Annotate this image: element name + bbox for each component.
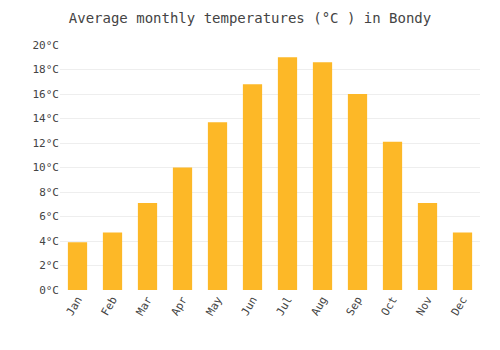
svg-text:6°C: 6°C — [39, 210, 59, 223]
svg-text:16°C: 16°C — [33, 88, 60, 101]
svg-text:Aug: Aug — [309, 294, 330, 318]
svg-text:8°C: 8°C — [39, 186, 59, 199]
svg-text:Average monthly temperatures (: Average monthly temperatures (°C ) in Bo… — [69, 10, 431, 26]
svg-text:12°C: 12°C — [33, 137, 60, 150]
svg-text:18°C: 18°C — [33, 63, 60, 76]
svg-text:Jun: Jun — [239, 294, 260, 318]
svg-text:4°C: 4°C — [39, 235, 59, 248]
svg-text:0°C: 0°C — [39, 284, 59, 297]
svg-text:Dec: Dec — [449, 294, 470, 318]
svg-text:Jan: Jan — [64, 294, 85, 318]
svg-text:Jul: Jul — [274, 294, 295, 318]
svg-text:Sep: Sep — [344, 294, 365, 318]
svg-text:2°C: 2°C — [39, 259, 59, 272]
svg-text:Nov: Nov — [414, 294, 435, 318]
svg-text:20°C: 20°C — [33, 39, 60, 52]
svg-text:Apr: Apr — [169, 294, 190, 318]
svg-text:14°C: 14°C — [33, 112, 60, 125]
svg-text:May: May — [204, 294, 225, 318]
svg-text:Mar: Mar — [134, 294, 155, 318]
svg-text:Feb: Feb — [99, 294, 120, 318]
svg-text:Oct: Oct — [379, 294, 400, 318]
svg-text:10°C: 10°C — [33, 161, 60, 174]
